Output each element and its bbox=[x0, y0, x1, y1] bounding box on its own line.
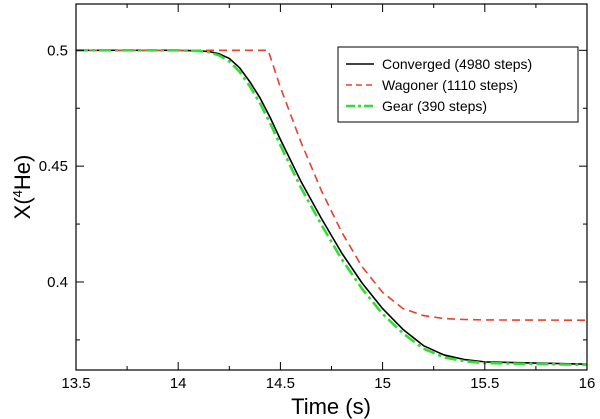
series-line-2 bbox=[76, 49, 588, 321]
x-tick-label: 13.5 bbox=[61, 375, 90, 392]
series-layer bbox=[76, 49, 588, 367]
legend-box bbox=[337, 46, 579, 123]
x-tick-label: 14.5 bbox=[266, 375, 295, 392]
series-line-3 bbox=[76, 49, 588, 367]
legend: Converged (4980 steps) Wagoner (1110 step… bbox=[337, 46, 579, 123]
ticks-layer bbox=[75, 4, 588, 370]
y-tick-label: 0.5 bbox=[47, 42, 68, 59]
legend-label-1: Converged (4980 steps) bbox=[382, 56, 532, 72]
y-tick-label: 0.4 bbox=[47, 274, 68, 291]
tick-labels: 13.5 14 14.5 15 15.5 16 0.4 0.45 0.5 bbox=[39, 42, 596, 392]
x-tick-label: 16 bbox=[579, 375, 596, 392]
x-tick-label: 14 bbox=[170, 375, 187, 392]
legend-label-3: Gear (390 steps) bbox=[382, 98, 487, 114]
y-tick-label: 0.45 bbox=[39, 158, 68, 175]
x-tick-label: 15.5 bbox=[470, 375, 499, 392]
x-axis-title: Time (s) bbox=[291, 394, 371, 419]
y-axis-title: X(4He) bbox=[10, 155, 35, 220]
legend-label-2: Wagoner (1110 steps) bbox=[382, 77, 518, 93]
x-tick-label: 15 bbox=[374, 375, 391, 392]
legend-entries: Converged (4980 steps) Wagoner (1110 step… bbox=[346, 56, 532, 114]
